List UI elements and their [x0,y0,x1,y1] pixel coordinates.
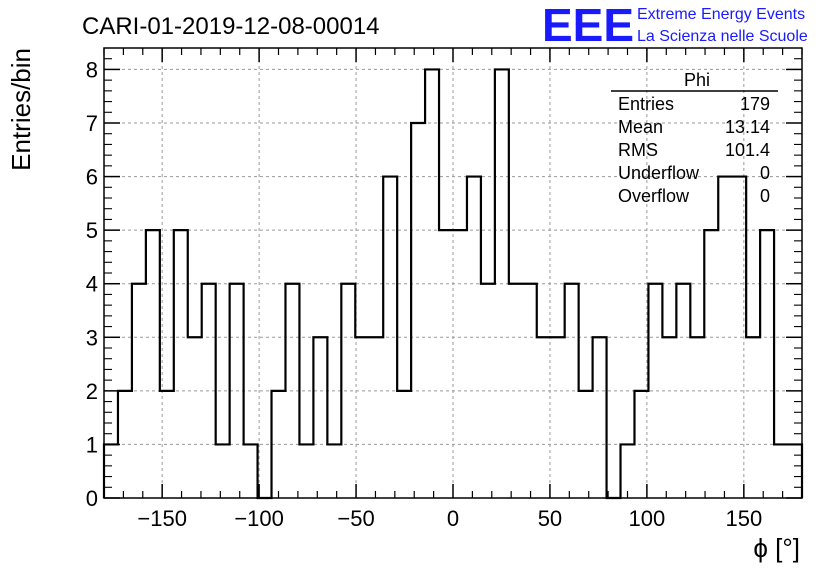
stats-value: 0 [760,186,770,206]
histogram-bin [216,444,230,498]
histogram-bin [495,69,509,498]
y-tick-labels: 0 1 2 3 4 5 6 7 8 [86,57,98,511]
stats-label: RMS [618,140,658,160]
x-tick-labels: −150 −100 −50 0 50 100 150 [137,506,762,531]
histogram-bin [230,284,244,498]
y-tick-label: 0 [86,486,98,511]
axis-ticks [103,48,803,499]
histogram-bin [523,284,537,498]
histogram-bin [313,337,327,498]
histogram-bin [146,230,160,498]
stats-value: 101.4 [725,140,770,160]
histogram-outline [102,68,804,500]
histogram-bin [104,444,118,498]
histogram-bin [593,337,607,498]
stats-title: Phi [684,70,710,90]
y-tick-label: 2 [86,379,98,404]
histogram-bin [118,391,132,498]
stats-value: 0 [760,163,770,183]
logo-mark: EEE [542,0,634,51]
x-tick-label: −150 [137,506,187,531]
histogram-bin [732,177,746,498]
histogram-bin [355,337,369,498]
histogram-bin [760,230,774,498]
y-axis-title: Entries/bin [6,48,36,171]
y-tick-label: 1 [86,432,98,457]
histogram-bin [648,284,662,498]
y-tick-label: 4 [86,272,98,297]
y-tick-label: 5 [86,218,98,243]
histogram-bin [132,284,146,498]
logo-line-1: Extreme Energy Events [637,6,805,23]
histogram-bin [718,177,732,498]
histogram-bin [788,444,802,498]
stats-label: Entries [618,94,674,114]
histogram-bin [341,284,355,498]
chart-title: CARI-01-2019-12-08-00014 [82,13,380,40]
histogram-bin [285,284,299,498]
histogram-bin [676,284,690,498]
y-tick-label: 3 [86,325,98,350]
histogram-bin [369,337,383,498]
histogram-bin [565,284,579,498]
histogram-bin [481,284,495,498]
histogram-bin [621,444,635,498]
histogram-bin [746,337,760,498]
x-tick-label: 0 [447,506,459,531]
histogram-bin [411,123,425,498]
stats-label: Mean [618,117,663,137]
x-axis-title: ϕ [°] [753,533,800,563]
histogram-bin [634,391,648,498]
stats-value: 13.14 [725,117,770,137]
stats-value: 179 [740,94,770,114]
x-tick-label: −100 [234,506,284,531]
x-tick-label: 50 [538,506,562,531]
x-tick-label: −50 [337,506,374,531]
histogram-bin [244,444,258,498]
histogram-bin [579,391,593,498]
histogram-bin [188,337,202,498]
histogram-bin [397,391,411,498]
stats-label: Overflow [618,186,690,206]
histogram-bin [690,337,704,498]
eee-logo: EEE Extreme Energy Events La Scienza nel… [542,0,808,51]
y-tick-label: 7 [86,111,98,136]
histogram-bin [453,230,467,498]
histogram-bin [327,444,341,498]
x-tick-label: 100 [629,506,666,531]
histogram-bin [272,391,286,498]
histogram-bin [467,177,481,498]
logo-line-2: La Scienza nelle Scuole [637,28,808,45]
histogram-bin [774,444,788,498]
histogram-bin [662,337,676,498]
histogram-bin [537,337,551,498]
histogram-bin [383,177,397,498]
histogram-bin [160,391,174,498]
histogram-bin [551,337,565,498]
histogram-bin [439,230,453,498]
histogram-bin [299,444,313,498]
y-tick-label: 6 [86,165,98,190]
x-tick-label: 150 [725,506,762,531]
stats-box: Phi Entries 179 Mean 13.14 RMS 101.4 Underflow… [611,70,778,206]
histogram-bin [425,69,439,498]
histogram-bin [202,284,216,498]
histogram-bin [704,230,718,498]
histogram-bin [174,230,188,498]
stats-label: Underflow [618,163,700,183]
y-tick-label: 8 [86,57,98,82]
histogram-bin [509,284,523,498]
